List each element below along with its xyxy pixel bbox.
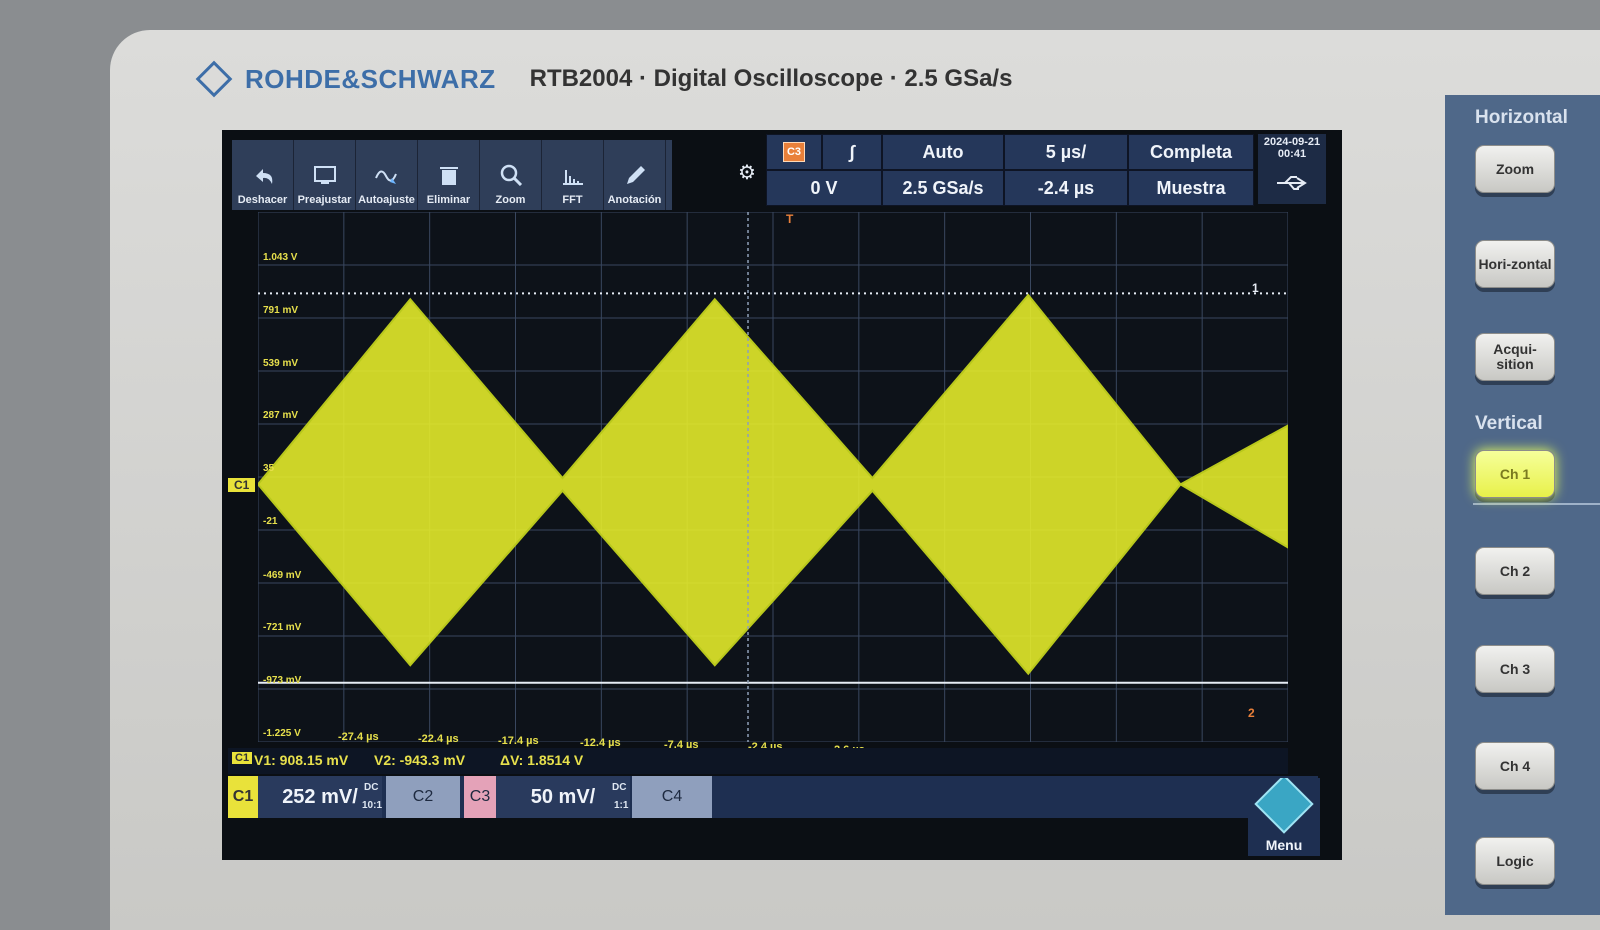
cursor-readout: C1 V1: 908.15 mV V2: -943.3 mV ΔV: 1.851… [228,748,1288,774]
horizontal-position[interactable]: -2.4 µs [1004,170,1128,206]
brand-bar: ROHDE&SCHWARZ RTB2004 · Digital Oscillos… [195,48,1405,110]
y-tick-label: 287 mV [263,410,299,421]
trigger-source: C3 [783,142,805,162]
trigger-panel: C3 ∫ 0 V Auto 2.5 GSa/s 5 µs/ -2.4 µs Co… [766,132,1326,206]
annotation-tool[interactable]: Anotación [604,140,666,210]
model-name: RTB2004 · Digital Oscilloscope · 2.5 GSa… [529,65,1013,92]
waveform-display[interactable] [258,212,1288,742]
acquisition-mode[interactable]: Muestra [1128,170,1254,206]
settings-gear-icon[interactable]: ⚙ [738,162,756,184]
autoset-icon [374,170,397,184]
rs-logo-icon [195,60,233,98]
zoom-hw-button[interactable]: Zoom [1475,145,1555,193]
cursor-channel-tag: C1 [232,752,253,764]
delete-label: Eliminar [426,194,471,206]
autoset-label: Autoajuste [358,194,415,206]
fft-tool[interactable]: FFT [542,140,604,210]
cursor-v1: V1: 908.15 mV [254,752,349,768]
preset-tool[interactable]: Preajustar [294,140,356,210]
status-box: 2024-09-21 00:41 [1258,134,1326,204]
x-tick-label: -27.4 µs [338,731,379,743]
acquisition-hw-button[interactable]: Acqui-sition [1475,333,1555,381]
cursor-v2: V2: -943.3 mV [374,752,466,768]
cursor1-marker[interactable]: 1 [1252,281,1259,295]
c3-scale[interactable]: 50 mV/ [496,776,630,818]
autoset-tool[interactable]: Autoajuste [356,140,418,210]
trigger-slope[interactable]: ∫ [822,134,882,170]
panel-divider [1473,503,1600,505]
vertical-section-title: Vertical [1475,413,1543,434]
toolbar: Deshacer Preajustar Autoajuste Eliminar … [232,140,672,210]
channel-bar: C1 252 mV/ DC 10:1 C2 C3 50 mV/ DC 1:1 C… [228,776,1318,818]
y-tick-label: -469 mV [263,570,302,581]
trigger-mode[interactable]: Auto [882,134,1004,170]
rs-menu-icon [1254,774,1314,834]
cursor-delta-v: ΔV: 1.8514 V [500,752,584,768]
trigger-level[interactable]: 0 V [766,170,882,206]
x-tick-label: -12.4 µs [580,737,621,749]
y-tick-label: 1.043 V [263,252,298,263]
side-control-panel: Horizontal Zoom Hori-zontal Acqui-sition… [1445,95,1600,915]
ch4-hw-button[interactable]: Ch 4 [1475,742,1555,790]
ch1-hw-button[interactable]: Ch 1 [1475,450,1555,498]
record-mode[interactable]: Completa [1128,134,1254,170]
time: 00:41 [1277,148,1307,160]
preset-label: Preajustar [297,194,352,206]
c1-probe: 10:1 [362,800,383,811]
c3-coupling: DC [612,782,627,793]
preset-icon [313,166,336,184]
ch2-hw-button[interactable]: Ch 2 [1475,547,1555,595]
cursor2-marker[interactable]: 2 [1248,706,1255,720]
y-tick-label: -21 [263,516,278,527]
c1-ground-marker[interactable]: C1 [228,478,256,492]
x-tick-label: -17.4 µs [498,735,539,747]
y-tick-label: 35 [263,463,275,474]
magnifier-icon [500,164,522,186]
zoom-tool[interactable]: Zoom [480,140,542,210]
trash-icon [439,167,458,185]
date: 2024-09-21 [1263,136,1321,148]
y-tick-label: 539 mV [263,358,299,369]
c1-tag[interactable]: C1 [228,776,258,818]
c3-probe: 1:1 [614,800,629,811]
y-tick-label: -1.225 V [263,728,301,739]
logic-hw-button[interactable]: Logic [1475,837,1555,885]
y-tick-label: 791 mV [263,305,299,316]
pencil-icon [626,166,645,184]
timebase[interactable]: 5 µs/ [1004,134,1128,170]
fft-label: FFT [562,194,583,206]
horizontal-hw-button[interactable]: Hori-zontal [1475,240,1555,288]
c2-tag[interactable]: C2 [386,776,460,818]
y-tick-label: -721 mV [263,622,302,633]
c3-tag[interactable]: C3 [464,776,496,818]
ch3-hw-button[interactable]: Ch 3 [1475,645,1555,693]
undo-label: Deshacer [237,194,288,206]
usb-icon [1277,176,1307,190]
x-tick-label: -22.4 µs [418,733,459,745]
undo-tool[interactable]: Deshacer [232,140,294,210]
c1-coupling: DC [364,782,379,793]
sample-rate[interactable]: 2.5 GSa/s [882,170,1004,206]
delete-tool[interactable]: Eliminar [418,140,480,210]
menu-label: Menu [1265,837,1303,853]
fft-icon [562,170,583,185]
menu-button[interactable]: Menu [1248,774,1320,856]
horizontal-section-title: Horizontal [1475,107,1568,128]
zoom-label: Zoom [495,194,526,206]
trigger-marker[interactable]: T [786,212,794,226]
c1-scale[interactable]: 252 mV/ [258,776,382,818]
trigger-source-cell[interactable]: C3 [766,134,822,170]
annotation-label: Anotación [607,194,662,206]
undo-icon [255,169,272,184]
c4-tag[interactable]: C4 [632,776,712,818]
y-tick-label: -973 mV [263,675,302,686]
brand-name: ROHDE&SCHWARZ [245,63,496,94]
c1-waveform-trace [258,293,1288,676]
